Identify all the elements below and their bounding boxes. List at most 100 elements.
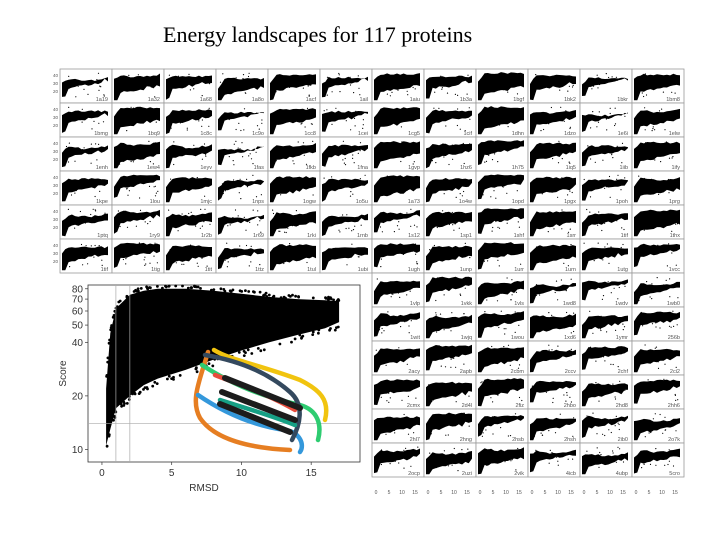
panel-point [245, 244, 248, 247]
panel-landscape [426, 381, 472, 407]
panel-point [323, 124, 326, 126]
score-point [297, 295, 300, 299]
panel-point [617, 366, 619, 368]
panel-point [510, 386, 512, 388]
panel-point [572, 84, 574, 87]
panel-point [648, 247, 650, 249]
panel-point [431, 352, 433, 354]
panel-point [333, 251, 335, 253]
panel-point [533, 359, 535, 362]
panel-point [535, 147, 537, 149]
panel-point [569, 162, 571, 164]
panel-point [444, 366, 447, 368]
panel-point [277, 225, 279, 227]
protein-panel: 4ubp [579, 442, 633, 478]
score-point [133, 392, 137, 396]
panel-point [258, 128, 260, 130]
score-point [262, 348, 266, 352]
protein-label: 1a8o [252, 97, 264, 103]
panel-point [589, 346, 592, 348]
panel-point [593, 149, 595, 151]
panel-point [331, 123, 333, 125]
panel-point [585, 324, 588, 326]
panel-point [331, 91, 333, 93]
panel-point [486, 299, 488, 301]
panel-point [496, 143, 498, 145]
panel-point [295, 117, 297, 119]
panel-point [410, 455, 412, 457]
panel-point [137, 74, 139, 76]
panel-point [518, 396, 521, 399]
panel-point [593, 389, 595, 391]
panel-point [69, 266, 71, 268]
panel-landscape [114, 209, 160, 234]
panel-point [597, 87, 599, 89]
panel-point [545, 391, 548, 393]
panel-point [564, 420, 566, 423]
protein-label: 2uzi [462, 471, 472, 477]
panel-point [557, 345, 559, 347]
panel-point [359, 150, 361, 152]
panel-point [410, 225, 412, 227]
panel-point [623, 228, 625, 231]
panel-point [467, 448, 469, 450]
panel-point [397, 184, 399, 186]
panel-point [261, 119, 263, 121]
panel-point [559, 413, 561, 415]
panel-point [495, 197, 497, 199]
protein-panel: 1a32 [111, 68, 165, 104]
panel-landscape [634, 311, 680, 336]
protein-label: 1vls [514, 301, 524, 307]
grid-x-tick: 0 [531, 490, 534, 496]
panel-point [491, 230, 493, 232]
panel-landscape [478, 311, 524, 338]
panel-point [403, 449, 405, 451]
panel-point [607, 281, 609, 283]
panel-point [613, 216, 615, 218]
panel-point [539, 424, 541, 426]
panel-point [201, 158, 203, 160]
protein-label: 1opd [512, 199, 524, 205]
panel-point [468, 395, 470, 397]
panel-point [235, 140, 237, 142]
panel-point [518, 324, 520, 326]
panel-point [645, 142, 647, 144]
panel-point [130, 106, 132, 108]
panel-point [586, 450, 588, 452]
panel-point [675, 264, 677, 266]
score-point [189, 286, 193, 289]
panel-point [615, 329, 617, 331]
protein-panel: 1enh [59, 136, 113, 172]
panel-point [440, 75, 442, 77]
panel-point [503, 115, 505, 118]
panel-point [394, 457, 396, 459]
panel-point [660, 214, 662, 217]
panel-point [226, 266, 228, 268]
panel-point [63, 163, 66, 165]
panel-point [557, 299, 559, 301]
panel-point [250, 245, 252, 247]
panel-point [380, 396, 382, 398]
panel-point [618, 423, 620, 426]
panel-point [565, 400, 567, 402]
panel-point [81, 108, 83, 110]
panel-point [561, 209, 563, 211]
panel-point [133, 78, 135, 80]
protein-label: 1prg [669, 199, 680, 205]
panel-point [673, 381, 675, 383]
panel-point [403, 467, 405, 469]
panel-point [302, 87, 304, 89]
panel-point [657, 361, 659, 363]
protein-panel: 1c9o [215, 102, 269, 138]
score-point [186, 286, 190, 290]
panel-point [385, 364, 387, 366]
score-point [244, 351, 247, 354]
panel-point [289, 119, 291, 122]
panel-point [448, 181, 450, 183]
panel-point [563, 120, 565, 122]
panel-point [305, 163, 308, 165]
panel-point [611, 349, 613, 351]
panel-point [540, 130, 542, 132]
score-point [153, 380, 157, 384]
panel-point [391, 293, 393, 295]
